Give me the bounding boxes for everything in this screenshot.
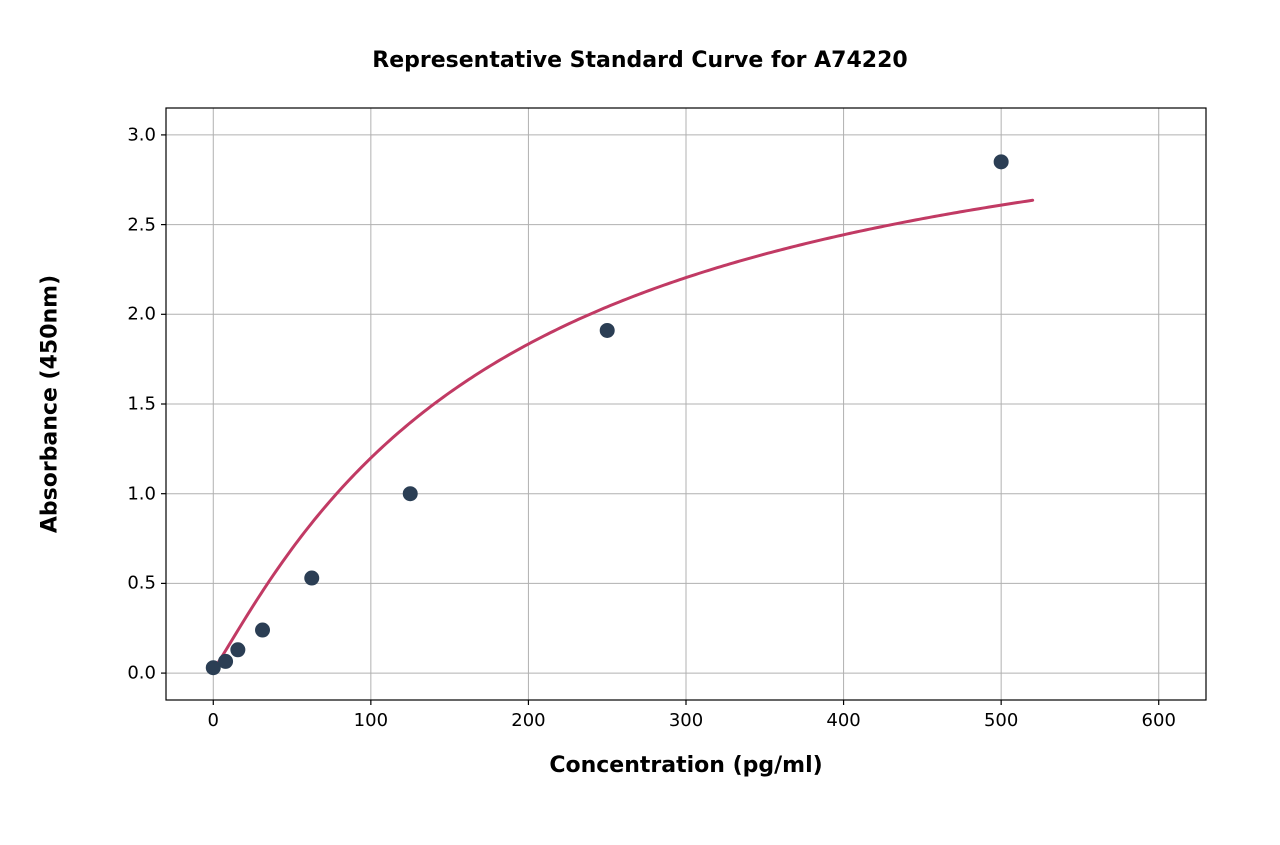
x-axis-label: Concentration (pg/ml) xyxy=(166,753,1206,778)
x-tick-label: 200 xyxy=(511,710,545,731)
y-tick-label: 1.0 xyxy=(96,483,156,504)
x-tick-label: 0 xyxy=(208,710,219,731)
x-tick-labels: 0 100 200 300 400 500 600 xyxy=(166,700,1206,740)
x-tick-label: 100 xyxy=(354,710,388,731)
x-tick-label: 500 xyxy=(984,710,1018,731)
data-point xyxy=(305,571,319,585)
y-tick-label: 0.5 xyxy=(96,573,156,594)
y-tick-label: 2.5 xyxy=(96,214,156,235)
data-point xyxy=(256,623,270,637)
y-tick-labels: 0.0 0.5 1.0 1.5 2.0 2.5 3.0 xyxy=(96,108,166,700)
y-tick-label: 3.0 xyxy=(96,124,156,145)
data-point xyxy=(206,661,220,675)
data-point xyxy=(403,487,417,501)
y-tick-label: 2.0 xyxy=(96,304,156,325)
x-tick-label: 600 xyxy=(1142,710,1176,731)
y-tick-label: 1.5 xyxy=(96,394,156,415)
x-tick-label: 400 xyxy=(826,710,860,731)
plot-area: 01002003004005006000.00.51.01.52.02.53.0 xyxy=(166,108,1206,700)
y-tick-label: 0.0 xyxy=(96,663,156,684)
x-tick-label: 300 xyxy=(669,710,703,731)
data-point xyxy=(231,643,245,657)
y-axis-label: Absorbance (450nm) xyxy=(38,275,63,533)
data-point xyxy=(600,323,614,337)
plot-svg xyxy=(166,108,1206,700)
chart-title: Representative Standard Curve for A74220 xyxy=(0,48,1280,73)
data-point xyxy=(994,155,1008,169)
data-point xyxy=(219,654,233,668)
chart-container: Representative Standard Curve for A74220… xyxy=(0,0,1280,845)
